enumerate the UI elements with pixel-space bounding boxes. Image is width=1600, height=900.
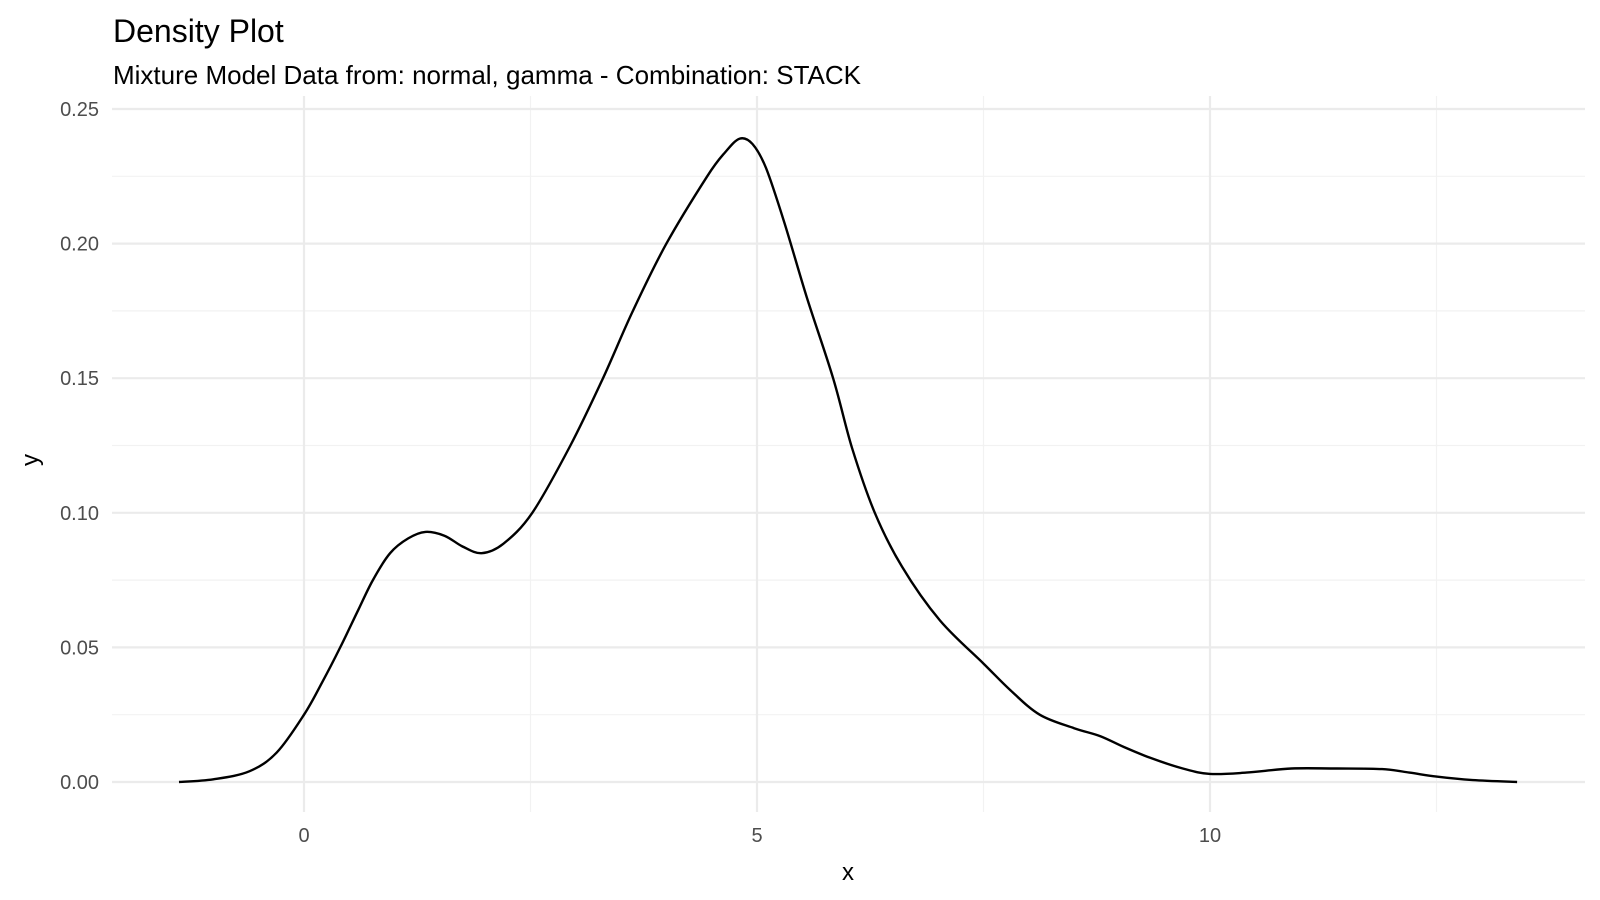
y-axis-title: y [17, 454, 44, 466]
y-tick-label: 0.15 [60, 368, 99, 390]
y-tick-label: 0.25 [60, 99, 99, 121]
chart-title: Density Plot [113, 13, 284, 49]
x-tick-label: 5 [751, 825, 762, 847]
y-tick-label: 0.20 [60, 234, 99, 256]
y-tick-label: 0.00 [60, 772, 99, 794]
y-tick-label: 0.10 [60, 503, 99, 525]
x-tick-label: 10 [1199, 825, 1221, 847]
x-axis-title: x [842, 859, 854, 886]
y-tick-label: 0.05 [60, 637, 99, 659]
major-gridlines [112, 96, 1585, 812]
y-axis-tick-labels: 0.00 0.05 0.10 0.15 0.20 0.25 [60, 99, 99, 794]
x-axis-tick-labels: 0 5 10 [298, 825, 1221, 847]
chart-subtitle: Mixture Model Data from: normal, gamma -… [113, 60, 862, 90]
density-curve [178, 137, 1518, 784]
x-tick-label: 0 [298, 825, 309, 847]
minor-gridlines [112, 96, 1585, 812]
